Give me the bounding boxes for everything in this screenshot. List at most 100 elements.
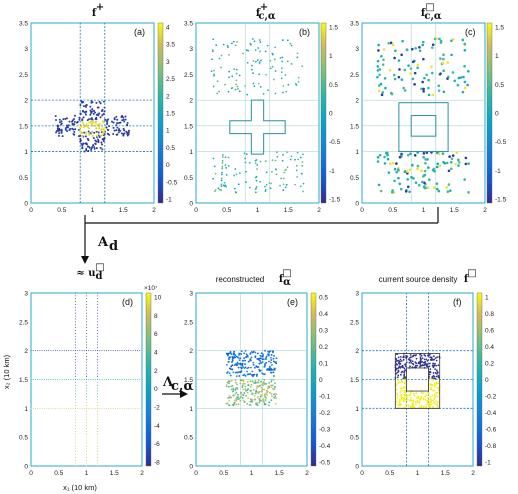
data-point	[63, 350, 65, 352]
data-point	[261, 372, 264, 375]
colorbar-exponent: ×10⁷	[144, 285, 158, 292]
x-tick-label: 0	[360, 470, 364, 477]
data-point	[91, 145, 94, 148]
data-point	[74, 459, 76, 461]
data-point	[232, 356, 235, 359]
x-tick-label: 0.5	[222, 207, 231, 214]
data-point	[230, 388, 233, 391]
data-point	[97, 139, 100, 142]
data-point	[429, 368, 432, 371]
data-point	[59, 350, 61, 352]
data-point	[246, 380, 249, 383]
data-point	[74, 329, 76, 331]
data-point	[122, 134, 125, 137]
data-point	[74, 344, 76, 346]
data-point	[99, 146, 102, 149]
data-point	[279, 57, 282, 59]
data-point	[97, 350, 99, 352]
data-point	[411, 362, 414, 365]
data-point	[382, 58, 385, 62]
data-point	[86, 387, 87, 389]
data-point	[434, 372, 437, 374]
data-point	[233, 174, 235, 177]
data-point	[436, 395, 439, 398]
colorbar-tick-label: 0.4	[319, 311, 328, 318]
svg-text:□: □	[282, 268, 291, 279]
data-point	[463, 42, 467, 46]
x-tick-label: 2	[471, 470, 475, 477]
data-point	[54, 350, 56, 352]
data-point	[95, 120, 98, 123]
data-point	[247, 384, 250, 387]
data-point	[378, 73, 381, 77]
data-point	[436, 405, 439, 408]
data-point	[41, 350, 43, 352]
data-point	[237, 396, 239, 399]
colorbar-tick-label: 0	[166, 162, 170, 169]
data-point	[253, 373, 256, 376]
data-point	[83, 350, 85, 352]
data-point	[407, 64, 410, 67]
data-point	[123, 350, 125, 352]
data-point	[231, 361, 233, 363]
data-point	[442, 69, 445, 73]
data-point	[262, 92, 265, 95]
data-point	[220, 179, 223, 182]
data-point	[422, 57, 425, 61]
data-point	[270, 353, 273, 356]
data-point	[446, 77, 449, 80]
data-point	[390, 92, 394, 96]
data-point	[244, 170, 247, 173]
data-point	[436, 370, 439, 373]
data-point	[81, 134, 84, 137]
data-point	[46, 350, 48, 352]
data-point	[60, 120, 63, 123]
data-point	[253, 394, 256, 397]
colorbar-tick-label: 2.5	[166, 76, 175, 83]
data-point	[68, 350, 70, 352]
data-point	[246, 61, 249, 64]
data-point	[253, 366, 256, 369]
data-point	[401, 366, 404, 369]
data-point	[398, 155, 402, 159]
data-point	[241, 386, 244, 388]
data-point	[101, 114, 104, 117]
data-point	[263, 381, 265, 384]
data-point	[117, 407, 119, 409]
colorbar-tick-label: 0	[154, 386, 158, 393]
data-point	[396, 392, 399, 395]
data-point	[63, 407, 65, 409]
data-point	[455, 151, 459, 155]
data-point	[381, 91, 385, 94]
data-point	[287, 83, 290, 86]
data-point	[229, 356, 232, 359]
colorbar-tick-label: -0.3	[319, 427, 331, 434]
data-point	[244, 374, 247, 377]
data-point	[239, 395, 242, 398]
data-point	[409, 391, 412, 394]
data-point	[403, 381, 406, 384]
data-point	[254, 351, 257, 354]
y-tick-label: 1.5	[184, 123, 193, 130]
data-point	[74, 445, 76, 447]
data-point	[430, 46, 434, 49]
x-tick-label: 1	[416, 470, 420, 477]
data-point	[30, 379, 32, 380]
data-point	[103, 129, 106, 132]
data-point	[124, 118, 127, 121]
data-point	[79, 140, 82, 143]
data-point	[466, 83, 469, 87]
data-point	[124, 115, 127, 118]
data-point	[275, 361, 278, 364]
data-point	[260, 59, 262, 62]
data-point	[74, 373, 76, 375]
data-point	[55, 129, 58, 132]
data-point	[224, 83, 226, 86]
data-point	[425, 358, 428, 361]
data-point	[418, 46, 421, 49]
data-point	[74, 379, 76, 380]
data-point	[433, 375, 436, 378]
data-point	[73, 130, 76, 133]
data-point	[256, 386, 258, 389]
data-point	[232, 387, 235, 390]
